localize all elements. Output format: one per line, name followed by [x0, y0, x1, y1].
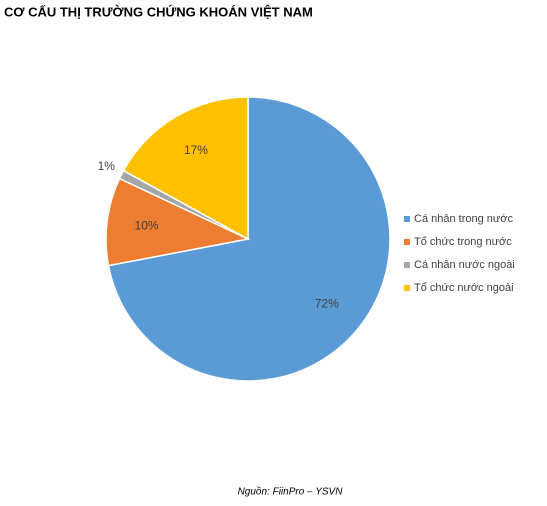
legend-label: Tổ chức nước ngoài [414, 282, 514, 294]
data-label: 1% [98, 159, 116, 173]
data-label: 17% [184, 143, 208, 157]
pie-slice [122, 96, 249, 241]
chart-title: CƠ CẤU THỊ TRƯỜNG CHỨNG KHOÁN VIỆT NAM [4, 4, 313, 19]
legend-label: Tổ chức trong nước [414, 236, 512, 248]
legend-swatch [404, 239, 410, 245]
legend-label: Cá nhân trong nước [414, 213, 513, 225]
source: Nguồn: FiinPro – YSVN [238, 486, 344, 498]
legend-swatch [404, 285, 410, 291]
legend-swatch [404, 216, 410, 222]
data-label: 10% [135, 218, 159, 232]
legend-label: Cá nhân nước ngoài [414, 259, 515, 271]
pie-slice [105, 177, 251, 267]
legend-swatch [404, 262, 410, 268]
data-label: 72% [315, 296, 339, 310]
